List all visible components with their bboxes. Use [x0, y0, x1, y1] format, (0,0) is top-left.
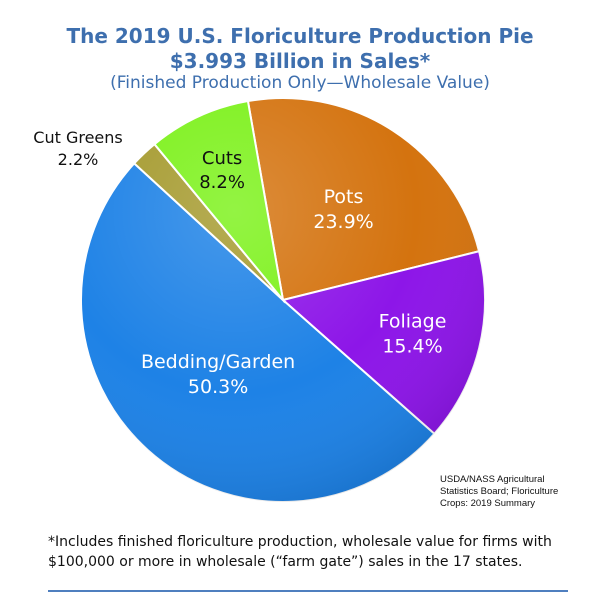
- slice-label: Cut Greens: [33, 128, 122, 147]
- chart-subtitle-note: (Finished Production Only—Wholesale Valu…: [110, 73, 490, 93]
- slice-label: Cuts: [202, 148, 242, 169]
- source-line: Crops: 2019 Summary: [440, 498, 536, 509]
- source-note: USDA/NASS Agricultural Statistics Board;…: [440, 474, 560, 510]
- footnote: *Includes finished floriculture producti…: [48, 534, 552, 570]
- source-line: USDA/NASS Agricultural: [440, 474, 545, 485]
- slice-value-label: 8.2%: [199, 172, 245, 193]
- slice-value-label: 2.2%: [58, 150, 99, 169]
- chart-subtitle-sales: $3.993 Billion in Sales*: [169, 49, 431, 73]
- slice-label: Bedding/Garden: [141, 351, 295, 373]
- bottom-rule: [48, 590, 568, 592]
- slice-value-label: 50.3%: [188, 376, 248, 398]
- slice-label: Pots: [324, 186, 364, 208]
- slice-value-label: 23.9%: [313, 211, 373, 233]
- chart-title: The 2019 U.S. Floriculture Production Pi…: [66, 24, 534, 48]
- slice-value-label: 15.4%: [382, 336, 442, 358]
- slice-label: Foliage: [379, 311, 447, 333]
- source-line: Statistics Board; Floriculture: [440, 486, 559, 497]
